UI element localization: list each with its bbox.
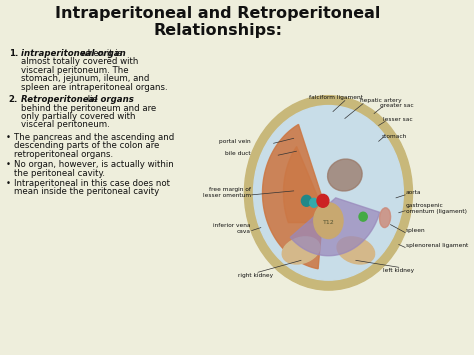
Text: visceral peritoneum.: visceral peritoneum.: [21, 120, 110, 130]
Text: the peritoneal cavity.: the peritoneal cavity.: [14, 169, 105, 178]
Ellipse shape: [282, 237, 320, 264]
Text: Retroperitoneal organs: Retroperitoneal organs: [21, 95, 134, 104]
Text: spleen: spleen: [406, 228, 426, 233]
Ellipse shape: [328, 159, 362, 191]
Text: No organ, however, is actually within: No organ, however, is actually within: [14, 160, 174, 169]
Text: portal vein: portal vein: [219, 139, 251, 144]
Ellipse shape: [245, 95, 412, 290]
Text: T12: T12: [322, 220, 334, 225]
Text: •: •: [6, 179, 11, 188]
Text: lesser sac: lesser sac: [383, 117, 413, 122]
Text: Relationships:: Relationships:: [154, 23, 283, 38]
Text: stomach, jejunum, ileum, and: stomach, jejunum, ileum, and: [21, 74, 150, 83]
Text: visceral peritoneum. The: visceral peritoneum. The: [21, 66, 129, 75]
Ellipse shape: [337, 237, 374, 264]
Text: descending parts of the colon are: descending parts of the colon are: [14, 141, 160, 150]
Text: retroperitoneal organs.: retroperitoneal organs.: [14, 150, 113, 159]
Circle shape: [310, 198, 318, 207]
Text: stomach: stomach: [382, 134, 407, 139]
Ellipse shape: [380, 208, 391, 228]
Text: splenorenal ligament: splenorenal ligament: [406, 243, 468, 248]
Text: mean inside the peritoneal cavity: mean inside the peritoneal cavity: [14, 187, 159, 196]
Ellipse shape: [314, 203, 343, 239]
Text: inferior vena
cava: inferior vena cava: [213, 223, 251, 234]
Text: intraperitoneal organ: intraperitoneal organ: [21, 49, 126, 58]
Text: spleen are intraperitoneal organs.: spleen are intraperitoneal organs.: [21, 83, 168, 92]
Text: when it is: when it is: [78, 49, 122, 58]
Text: hepatic artery: hepatic artery: [360, 98, 402, 103]
Ellipse shape: [254, 105, 403, 280]
Polygon shape: [263, 124, 324, 269]
Text: lie: lie: [85, 95, 98, 104]
Circle shape: [359, 212, 367, 221]
Text: Intraperitoneal and Retroperitoneal: Intraperitoneal and Retroperitoneal: [55, 6, 381, 21]
Text: falciform ligament: falciform ligament: [309, 95, 363, 100]
Text: left kidney: left kidney: [383, 268, 414, 273]
Text: behind the peritoneum and are: behind the peritoneum and are: [21, 104, 157, 113]
Text: bile duct: bile duct: [225, 151, 251, 156]
Polygon shape: [290, 198, 380, 256]
Text: •: •: [6, 160, 11, 169]
Text: gastrospenic
omentum (ligament): gastrospenic omentum (ligament): [406, 203, 467, 214]
Text: free margin of
lesser omentum: free margin of lesser omentum: [203, 187, 251, 198]
Text: Intraperitoneal in this case does not: Intraperitoneal in this case does not: [14, 179, 170, 188]
Text: The pancreas and the ascending and: The pancreas and the ascending and: [14, 133, 174, 142]
Text: only partially covered with: only partially covered with: [21, 112, 136, 121]
Circle shape: [317, 195, 329, 207]
Text: right kidney: right kidney: [238, 273, 273, 278]
Polygon shape: [283, 147, 328, 223]
Circle shape: [301, 195, 311, 206]
Text: almost totally covered with: almost totally covered with: [21, 58, 139, 66]
Text: greater sac: greater sac: [381, 103, 414, 108]
Text: 2.: 2.: [9, 95, 18, 104]
Text: •: •: [6, 133, 11, 142]
Text: aorta: aorta: [406, 190, 421, 195]
Text: 1.: 1.: [9, 49, 18, 58]
